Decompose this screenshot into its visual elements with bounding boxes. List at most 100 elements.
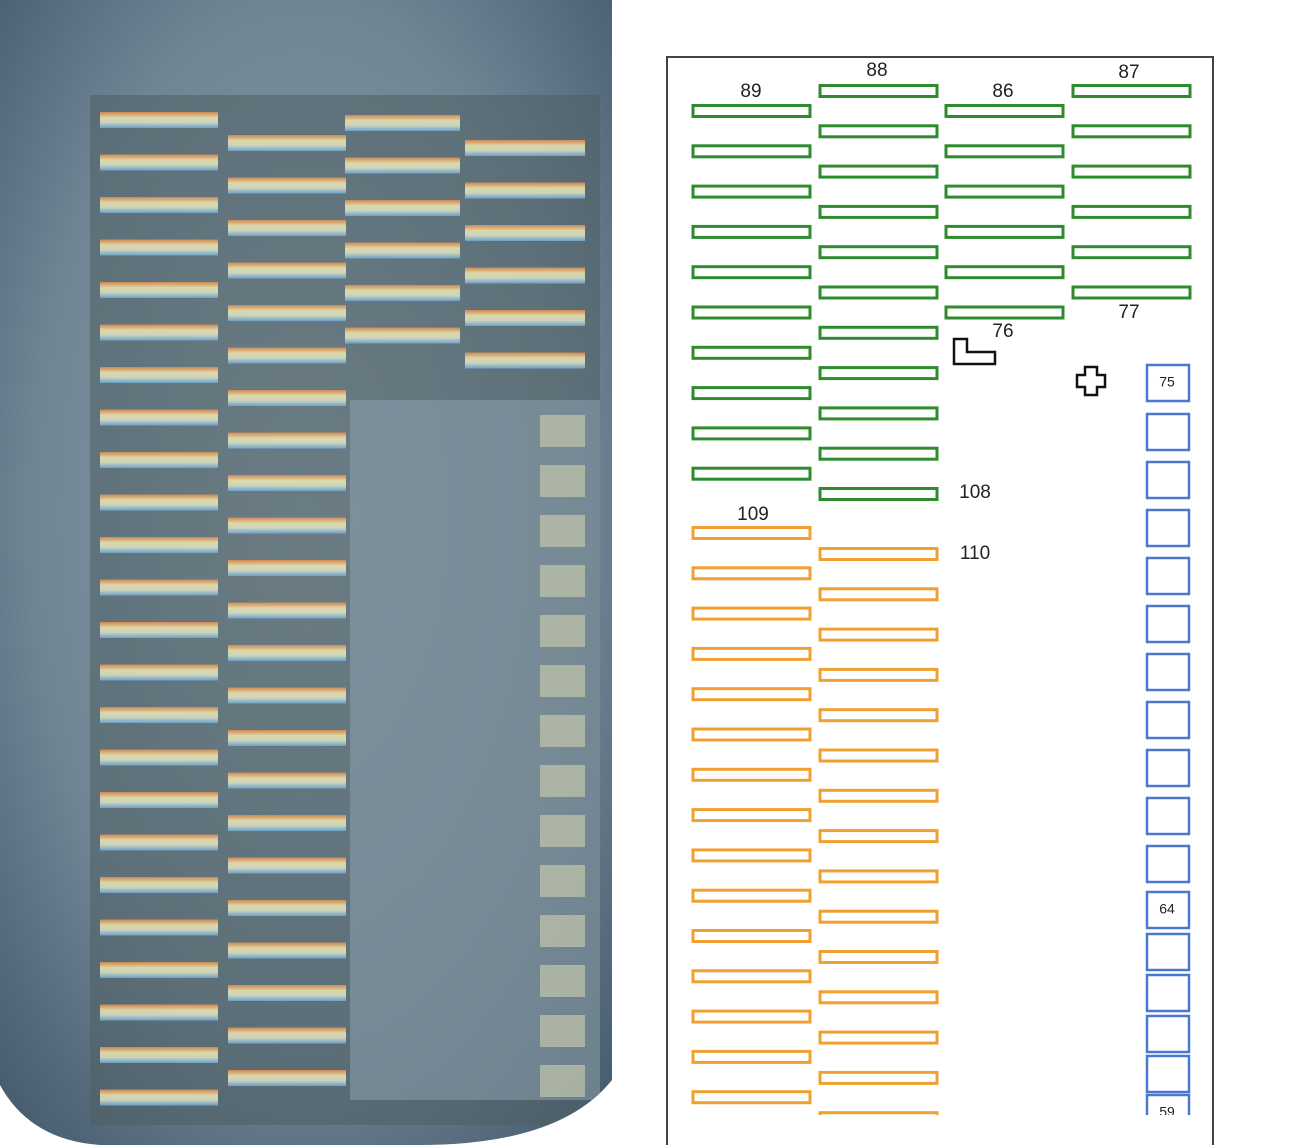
photo-stripe [100, 962, 218, 978]
photo-stripe [100, 877, 218, 893]
pad-square [1145, 604, 1191, 644]
pad [944, 265, 1065, 280]
pad [818, 406, 939, 421]
pad [1071, 84, 1192, 98]
pad-square [1145, 932, 1191, 972]
photo-stripe [228, 560, 346, 576]
photo-stripe [100, 494, 218, 511]
photo-stripe [228, 857, 346, 874]
l-marker [952, 337, 997, 366]
photo-stripe [100, 622, 218, 638]
photo-stripe [228, 135, 346, 151]
pad-label: 64 [1159, 901, 1175, 917]
pad [1071, 204, 1192, 219]
photo-stripe [228, 815, 346, 831]
pad [691, 1049, 812, 1064]
photo-stripe [345, 242, 460, 259]
pad [691, 687, 812, 702]
pad-label: 110 [960, 543, 990, 564]
cross-marker [1075, 365, 1107, 397]
pad [691, 184, 812, 199]
photo-stripe [100, 919, 218, 936]
photo-stripe [345, 285, 460, 301]
pad-square [1145, 890, 1191, 930]
photo-stripe [100, 749, 218, 766]
photo-stripe [228, 687, 346, 704]
pad [818, 325, 939, 340]
pad [944, 144, 1065, 159]
pad [818, 869, 939, 884]
pad [691, 727, 812, 742]
pad [818, 124, 939, 139]
pad [1071, 285, 1192, 300]
pad [691, 646, 812, 661]
photo-pad [540, 1065, 585, 1097]
pad [818, 1111, 939, 1115]
photo-stripe [100, 664, 218, 681]
photo-stripe [345, 115, 460, 131]
pad [818, 708, 939, 723]
photo-pad [540, 615, 585, 647]
photo-stripe [465, 267, 585, 284]
photo-stripe [100, 834, 218, 851]
pad-label: 87 [1118, 62, 1139, 83]
photo-stripe [228, 305, 346, 321]
pad [691, 888, 812, 903]
photo-stripe [228, 347, 346, 364]
photo-pad [540, 815, 585, 847]
pad-label: 108 [959, 482, 991, 503]
photo-stripe [100, 707, 218, 723]
photo-stripe [465, 140, 585, 156]
photo-stripe [100, 324, 218, 341]
photo-stripe [100, 1004, 218, 1021]
pad [944, 305, 1065, 320]
pad-square [1145, 652, 1191, 692]
pad [691, 969, 812, 984]
photo-stripe [228, 1070, 346, 1086]
pad [691, 1009, 812, 1024]
pad [818, 204, 939, 219]
photo-stripe [345, 200, 460, 216]
pad [691, 386, 812, 401]
photo-pad [540, 665, 585, 697]
photo-stripe [228, 432, 346, 449]
pad [818, 547, 939, 561]
pad-square [1145, 1014, 1191, 1054]
photo-stripe [100, 239, 218, 256]
pad-label: 59 [1159, 1104, 1175, 1120]
pad-square [1145, 1093, 1191, 1115]
pad-label: 75 [1159, 374, 1175, 390]
pad-label: 88 [866, 60, 887, 81]
photo-stripe [228, 985, 346, 1001]
pad [818, 990, 939, 1005]
pad [1071, 245, 1192, 260]
photo-stripe [228, 390, 346, 406]
pad [818, 667, 939, 682]
pad [691, 305, 812, 320]
pad [818, 84, 939, 98]
photo-stripe [465, 182, 585, 199]
pad-square [1145, 844, 1191, 884]
pad-square [1145, 748, 1191, 788]
photo-stripe [228, 942, 346, 959]
photo-pad [540, 765, 585, 797]
photo-stripe [228, 220, 346, 236]
pad-square [1145, 1054, 1191, 1094]
pad-label: 109 [737, 504, 769, 525]
photo-stripe [100, 409, 218, 426]
pad-square [1145, 508, 1191, 548]
photo-pad [540, 465, 585, 497]
diagram-frame [666, 56, 1214, 1145]
photo-stripe [100, 537, 218, 553]
pad [691, 808, 812, 823]
pad-square [1145, 973, 1191, 1013]
pad [818, 1030, 939, 1045]
photo-pad [540, 715, 585, 747]
photo-pad [540, 915, 585, 947]
pad [944, 104, 1065, 118]
pad-diagram: 89 88 86 87 76 77 108 109 110 75 64 59 [691, 60, 1192, 1120]
pad [818, 829, 939, 844]
pad [818, 1070, 939, 1085]
